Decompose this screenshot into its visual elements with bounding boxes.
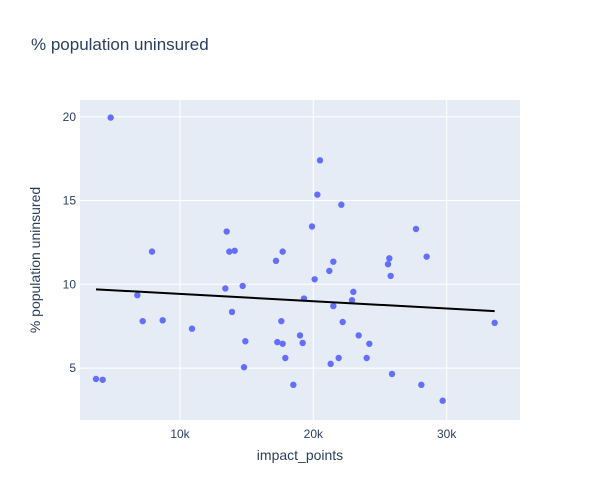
data-point [279,340,286,347]
y-axis-title: % population uninsured [27,187,43,333]
data-point [386,255,393,262]
data-point [99,376,106,383]
data-point [240,364,248,371]
x-tick-label: 10k [170,427,190,441]
x-tick-label: 20k [304,427,324,441]
data-point [188,325,196,332]
chart-title: % population uninsured [31,35,209,54]
data-point [223,228,230,235]
data-point [278,317,285,325]
data-point [355,332,362,339]
data-point [290,381,297,389]
data-point [330,302,337,310]
data-point [388,370,396,378]
data-point [282,354,289,362]
plot-area [80,100,520,420]
data-point [330,258,337,265]
data-point [338,201,345,208]
x-axis-title: impact_points [257,447,343,463]
y-axis-ticks: 5 10 15 20 [63,110,77,375]
x-tick-label: 30k [437,427,457,441]
data-points [92,114,498,404]
data-point [311,276,318,283]
y-tick-label: 10 [63,277,77,291]
y-tick-label: 5 [69,361,76,375]
data-point [92,375,100,383]
y-tick-label: 15 [63,194,77,208]
data-point [366,340,373,347]
data-point [296,332,304,339]
data-point [439,397,446,404]
data-point [314,191,321,198]
data-point [228,308,236,316]
data-point [491,319,498,327]
data-point [134,291,141,299]
data-point [326,267,333,275]
data-point [299,339,306,347]
grid-lines [80,100,520,420]
data-point [412,225,420,233]
data-point [148,248,156,255]
data-point [339,318,346,326]
data-point [384,260,392,268]
x-axis-ticks: 10k 20k 30k [170,427,457,441]
data-point [274,338,281,346]
data-point [159,317,166,324]
data-point [316,157,324,164]
data-point [239,282,246,290]
data-point [418,381,425,389]
data-point [231,247,238,254]
data-point [350,288,357,296]
data-point [423,253,430,260]
data-point [327,360,334,368]
trendline [95,288,495,313]
data-point [387,272,394,280]
data-point [363,354,370,362]
data-point [242,338,249,345]
data-point [226,248,233,255]
data-point [308,223,316,230]
data-point [139,317,146,325]
data-point [222,285,229,292]
data-point [272,257,280,265]
data-point [335,354,342,362]
data-point [348,297,356,304]
data-point [279,248,286,255]
data-point [107,114,114,121]
y-tick-label: 20 [63,110,77,124]
